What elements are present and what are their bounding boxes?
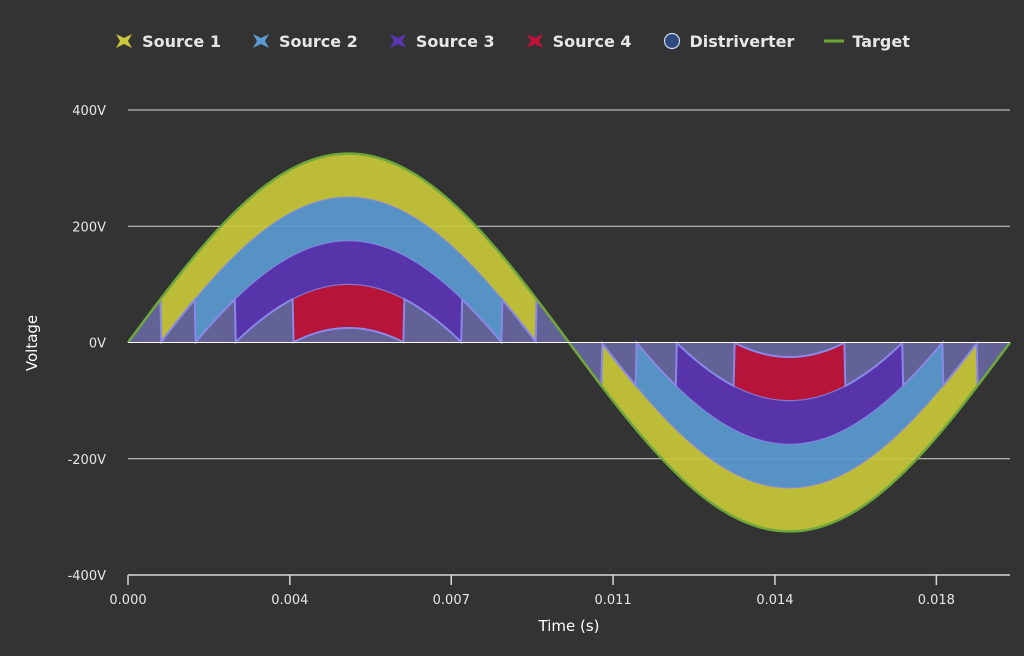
x-tick-label: 0.004 xyxy=(271,593,308,608)
legend-marker xyxy=(116,34,133,48)
legend-swatch xyxy=(663,32,680,50)
source-4-band xyxy=(293,284,404,343)
source-4-band xyxy=(734,342,845,401)
x-axis-title: Time (s) xyxy=(538,617,600,635)
legend-item[interactable]: Distriverter xyxy=(662,31,795,51)
legend-marker xyxy=(389,34,406,48)
y-tick-label: -200V xyxy=(68,453,107,468)
source-1-band xyxy=(602,343,977,532)
legend-item[interactable]: Target xyxy=(824,32,910,51)
x-tick-label: 0.007 xyxy=(433,593,470,608)
source-4-band-edge xyxy=(734,385,845,402)
source-3-band-edge xyxy=(235,240,462,299)
legend-label: Source 4 xyxy=(552,31,632,51)
legend-label: Source 3 xyxy=(415,31,495,51)
legend-swatch xyxy=(116,34,133,48)
legend-label: Source 2 xyxy=(278,31,358,51)
source-2-band-edge xyxy=(636,386,943,489)
legend-item[interactable]: Source 4 xyxy=(525,32,632,51)
source-2-band xyxy=(636,342,943,488)
y-axis-title: Voltage xyxy=(23,315,41,371)
x-tick-label: 0.000 xyxy=(109,593,146,608)
source-3-band-edge xyxy=(676,386,903,445)
legend-label: Target xyxy=(852,31,910,51)
legend-item[interactable]: Source 2 xyxy=(251,32,358,51)
legend-swatch xyxy=(824,39,845,43)
legend-marker xyxy=(663,32,680,50)
legend-item[interactable]: Source 1 xyxy=(114,32,221,51)
legend-marker xyxy=(252,34,269,48)
source-3-band xyxy=(676,342,903,445)
series-lines xyxy=(126,152,1012,533)
legend-swatch xyxy=(252,34,269,48)
x-tick-label: 0.014 xyxy=(756,593,793,608)
y-tick-label: 400V xyxy=(72,104,106,119)
source-1-band xyxy=(161,153,536,342)
legend-swatch xyxy=(389,34,406,48)
legend-marker xyxy=(526,34,543,48)
legend-label: Source 1 xyxy=(142,31,221,51)
y-tick-label: 200V xyxy=(72,220,106,235)
legend-label: Distriverter xyxy=(689,31,795,51)
source-2-band-edge xyxy=(195,196,502,299)
y-tick-label: -400V xyxy=(68,569,107,584)
source-2-band xyxy=(195,197,502,343)
x-tick-label: 0.011 xyxy=(594,593,631,608)
chart-legend: Source 1 Source 2 Source 3 Source 4 Distrive… xyxy=(0,26,1024,56)
legend-item[interactable]: Source 3 xyxy=(388,32,495,51)
source-4-band-edge xyxy=(293,283,404,300)
legend-swatch xyxy=(526,34,543,48)
y-tick-label: 0V xyxy=(89,337,106,352)
source-3-band xyxy=(235,240,462,343)
x-tick-label: 0.018 xyxy=(918,593,955,608)
